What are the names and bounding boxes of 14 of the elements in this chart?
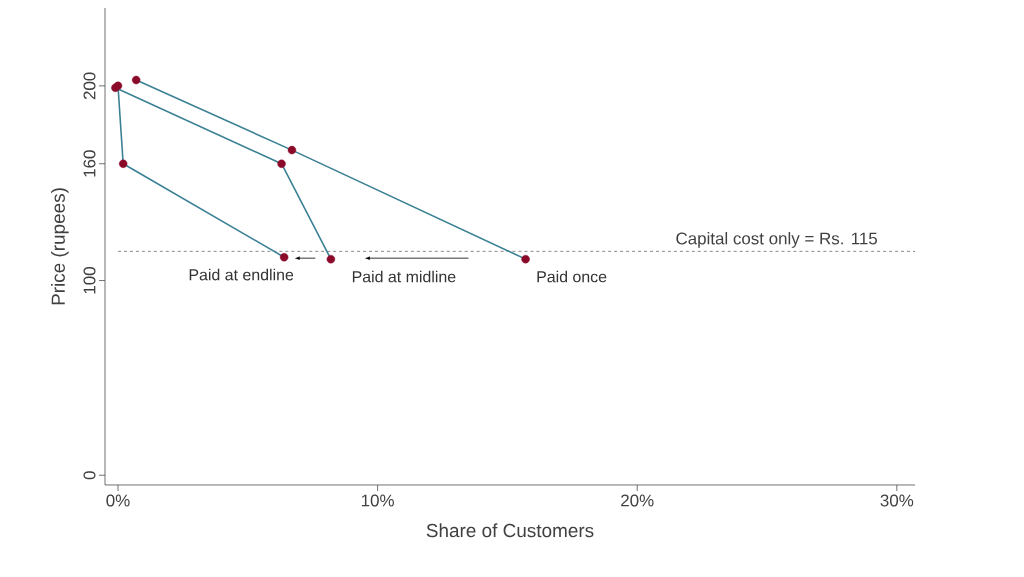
x-tick-label: 30% [880, 494, 914, 507]
y-axis-title: Price (rupees) [51, 188, 69, 305]
y-tick-label: 100 [83, 267, 96, 294]
ref-line-label: Capital cost only = Rs. 115 [676, 232, 878, 248]
x-tick-label: 20% [621, 494, 654, 507]
y-tick-label: 200 [83, 72, 96, 100]
x-tick-label: 0% [106, 494, 130, 507]
y-tick-label: 160 [83, 150, 96, 177]
series-label: Paid at midline [352, 270, 456, 283]
x-tick-label: 10% [361, 494, 394, 507]
series-label: Paid once [537, 270, 607, 283]
y-tick-label: 0 [83, 471, 96, 480]
series-label: Paid at endline [189, 268, 294, 281]
x-axis-title: Share of Customers [426, 523, 594, 538]
